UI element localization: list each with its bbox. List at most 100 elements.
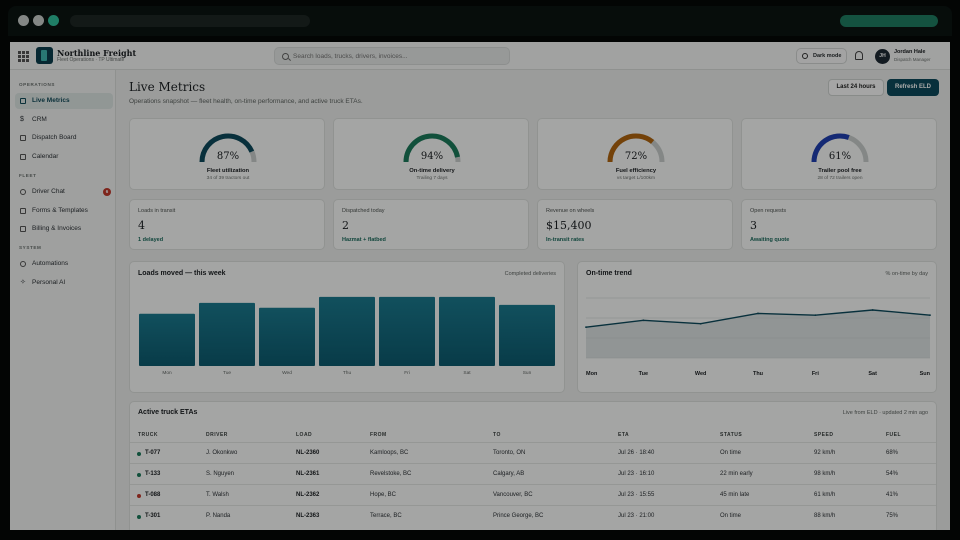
bell-icon[interactable] [855, 51, 863, 60]
gauge-value: 61% [828, 151, 852, 162]
sidebar-item-live-metrics[interactable]: Live Metrics [15, 93, 113, 109]
brand-logo [36, 47, 53, 64]
x-tick-label: Fri [812, 371, 820, 377]
cell-eta: Jul 23 · 21:00 [618, 513, 655, 519]
cell-to: Toronto, ON [493, 450, 526, 456]
window-minimize-control[interactable] [33, 15, 44, 26]
table-row[interactable]: T-077 J. Okonkwo NL-2360 Kamloops, BC Toront… [130, 442, 936, 463]
cell-fuel: 54% [886, 471, 899, 477]
sidebar-section-system: SYSTEM [19, 245, 42, 250]
stat-note: Awaiting quote [750, 237, 790, 243]
gauge [199, 133, 257, 163]
sidebar-item-personal-ai[interactable]: ✧ Personal AI [15, 275, 113, 291]
stat-card-dispatched-today[interactable]: Dispatched today 2 Hazmat + flatbed [333, 199, 529, 250]
time-range-button[interactable]: Last 24 hours [828, 79, 884, 96]
page-subtitle: Operations snapshot — fleet health, on-t… [129, 98, 363, 105]
cell-to: Prince George, BC [493, 513, 544, 519]
window-maximize-control[interactable] [48, 15, 59, 26]
bar-mon[interactable] [139, 313, 195, 366]
global-search[interactable] [274, 47, 510, 65]
gauge-label: Fleet utilization [206, 168, 250, 174]
gauge-card-fleet-utilization: 87% Fleet utilization 34 of 39 tractors … [129, 118, 325, 190]
sidebar-item-dispatch-board[interactable]: Dispatch Board [15, 130, 113, 146]
stat-value: 4 [138, 219, 145, 232]
browser-action-pill[interactable] [840, 15, 938, 27]
gauge-fill [811, 133, 850, 163]
column-header[interactable]: FUEL [886, 432, 902, 438]
refresh-eld-button[interactable]: Refresh ELD [887, 79, 939, 96]
bar-thu[interactable] [319, 296, 375, 366]
cell-to: Vancouver, BC [493, 492, 533, 498]
table-row[interactable]: T-088 T. Walsh NL-2362 Hope, BC Vancouver, B… [130, 484, 936, 505]
sidebar: OPERATIONS Live Metrics $ CRM Dispatch B… [10, 70, 116, 530]
stat-value: $15,400 [546, 219, 592, 232]
search-icon [282, 53, 289, 60]
stat-card-revenue-on-wheels[interactable]: Revenue on wheels $15,400 In-transit rat… [537, 199, 733, 250]
cell-truck: T-077 [145, 450, 161, 456]
table-row[interactable]: T-133 S. Nguyen NL-2361 Revelstoke, BC Calga… [130, 463, 936, 484]
stat-note: In-transit rates [546, 237, 585, 243]
bar-sat[interactable] [439, 296, 495, 366]
sidebar-item-driver-chat[interactable]: Driver Chat 6 [15, 184, 113, 200]
bar-fri[interactable] [379, 296, 435, 366]
gauge-fill [199, 133, 255, 163]
x-tick-label: Fri [404, 370, 410, 376]
cell-eta: Jul 26 · 18:40 [618, 450, 655, 456]
column-header[interactable]: FROM [370, 432, 387, 438]
stat-card-open-requests[interactable]: Open requests 3 Awaiting quote [741, 199, 937, 250]
x-tick-label: Sun [523, 370, 532, 376]
cell-from: Kamloops, BC [370, 450, 409, 456]
search-input[interactable] [293, 49, 503, 63]
table-row[interactable]: T-301 P. Nanda NL-2363 Terrace, BC Prince Ge… [130, 505, 936, 526]
stat-label: Loads in transit [138, 208, 176, 214]
loads-moved-chart-card: Loads moved — this week Completed delive… [129, 261, 565, 393]
trend-point[interactable] [585, 326, 587, 329]
column-header[interactable]: DRIVER [206, 432, 228, 438]
gauge-card-trailer-pool: 61% Trailer pool free 28 of 72 trailers … [741, 118, 937, 190]
cell-to: Calgary, AB [493, 471, 525, 477]
gauge [811, 133, 869, 163]
sidebar-item-automations[interactable]: Automations [15, 256, 113, 272]
browser-address-bar[interactable] [70, 15, 310, 27]
trend-point[interactable] [757, 312, 759, 315]
gauge-label: Trailer pool free [818, 168, 862, 174]
sidebar-item-billing-invoices[interactable]: Billing & Invoices [15, 221, 113, 237]
stat-card-loads-in-transit[interactable]: Loads in transit 4 1 delayed [129, 199, 325, 250]
trend-point[interactable] [642, 319, 645, 322]
stat-value: 2 [342, 219, 349, 232]
avatar[interactable]: JH [875, 49, 890, 64]
window-close-control[interactable] [18, 15, 29, 26]
dark-mode-toggle[interactable]: Dark mode [796, 48, 847, 64]
cell-status: On time [720, 513, 742, 519]
bar-sun[interactable] [499, 304, 555, 366]
column-header[interactable]: ETA [618, 432, 630, 438]
trend-point[interactable] [814, 314, 817, 317]
trend-point[interactable] [929, 314, 931, 317]
chart-hint: Completed deliveries [504, 271, 556, 277]
x-tick-label: Thu [343, 370, 352, 376]
sidebar-item-forms-templates[interactable]: Forms & Templates [15, 203, 113, 219]
trend-point[interactable] [699, 322, 702, 325]
gauge-label: On-time delivery [409, 168, 455, 174]
table-hint: Live from ELD · updated 2 min ago [842, 410, 928, 416]
app-grid-icon[interactable] [18, 51, 29, 62]
gauge-value: 72% [624, 151, 648, 162]
sidebar-item-label: Personal AI [32, 279, 66, 286]
trend-point[interactable] [871, 309, 874, 311]
sidebar-item-crm[interactable]: $ CRM [15, 112, 113, 128]
column-header[interactable]: SPEED [814, 432, 834, 438]
bar-tue[interactable] [199, 302, 255, 366]
gauge-subtext: 34 of 39 tractors out [206, 176, 250, 181]
sidebar-item-label: Forms & Templates [32, 207, 88, 214]
bar-wed[interactable] [259, 307, 315, 366]
cell-status: 22 min early [720, 471, 753, 477]
sidebar-section-fleet: FLEET [19, 173, 37, 178]
column-header[interactable]: TRUCK [138, 432, 158, 438]
column-header[interactable]: STATUS [720, 432, 743, 438]
column-header[interactable]: TO [493, 432, 501, 438]
cell-fuel: 68% [886, 450, 899, 456]
sidebar-item-calendar[interactable]: Calendar [15, 149, 113, 165]
status-dot-icon [137, 473, 141, 477]
column-header[interactable]: LOAD [296, 432, 313, 438]
